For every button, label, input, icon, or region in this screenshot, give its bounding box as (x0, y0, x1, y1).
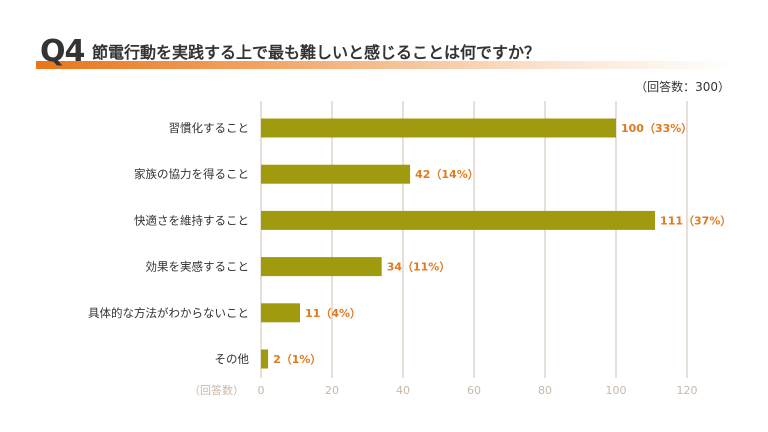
data-label: 111（37%） (660, 214, 731, 227)
data-label: 11（4%） (305, 307, 361, 320)
bar (261, 118, 616, 138)
category-label: 快適さを維持すること (134, 213, 249, 227)
title-block: Q4 節電行動を実践する上で最も難しいと感じることは何ですか？ (36, 34, 736, 74)
data-label: 2（1%） (273, 353, 321, 366)
bar (261, 164, 411, 184)
category-label: 家族の協力を得ること (134, 167, 249, 181)
respondent-count: （回答数：300） (635, 80, 730, 94)
data-label: 100（33%） (621, 122, 692, 135)
x-tick-label: 80 (538, 384, 552, 397)
category-label: 習慣化すること (169, 121, 250, 135)
x-tick-label: 60 (467, 384, 481, 397)
x-axis-label: （回答数） (189, 383, 244, 397)
question-title: 節電行動を実践する上で最も難しいと感じることは何ですか？ (92, 43, 541, 62)
title-underline (36, 61, 736, 69)
data-label: 34（11%） (387, 261, 451, 274)
bar (261, 303, 301, 323)
x-tick-label: 100 (606, 384, 627, 397)
data-label: 42（14%） (415, 168, 479, 181)
question-number: Q4 (40, 34, 85, 69)
x-tick-label: 20 (325, 384, 339, 397)
category-label: その他 (215, 352, 250, 366)
bar (261, 257, 382, 277)
x-tick-label: 0 (258, 384, 265, 397)
x-tick-label: 120 (677, 384, 698, 397)
category-label: 効果を実感すること (146, 260, 250, 274)
bar (261, 349, 269, 369)
category-label: 具体的な方法がわからないこと (88, 306, 249, 320)
x-tick-label: 40 (396, 384, 410, 397)
bar (261, 210, 656, 230)
